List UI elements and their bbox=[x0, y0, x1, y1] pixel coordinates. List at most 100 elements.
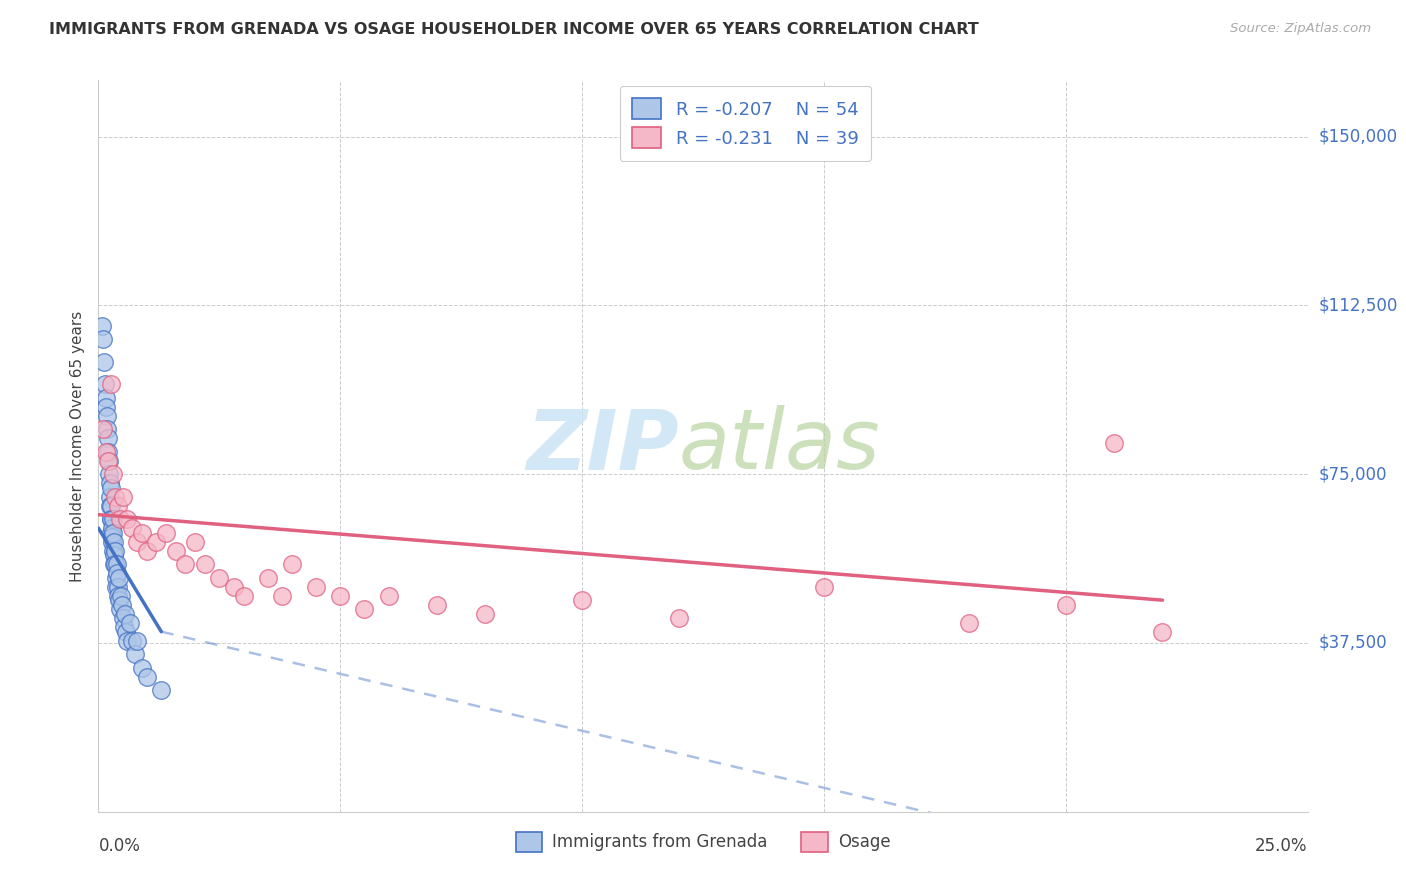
Point bbox=[107, 589, 129, 603]
Point bbox=[100, 512, 122, 526]
Point bbox=[91, 332, 114, 346]
Point bbox=[271, 589, 294, 603]
Point bbox=[94, 377, 117, 392]
Point bbox=[94, 444, 117, 458]
Point bbox=[150, 683, 173, 698]
Point bbox=[101, 543, 124, 558]
Point bbox=[107, 580, 129, 594]
Point bbox=[117, 633, 139, 648]
Point bbox=[329, 589, 352, 603]
Point bbox=[96, 400, 118, 414]
Point bbox=[174, 557, 197, 571]
Text: 25.0%: 25.0% bbox=[1256, 838, 1308, 855]
Point bbox=[117, 512, 139, 526]
Point bbox=[98, 476, 121, 491]
Point bbox=[101, 534, 124, 549]
Point bbox=[108, 593, 131, 607]
Text: 0.0%: 0.0% bbox=[98, 838, 141, 855]
Point bbox=[118, 615, 141, 630]
Point bbox=[111, 490, 134, 504]
Point bbox=[103, 525, 125, 540]
Point bbox=[111, 611, 134, 625]
Text: IMMIGRANTS FROM GRENADA VS OSAGE HOUSEHOLDER INCOME OVER 65 YEARS CORRELATION CH: IMMIGRANTS FROM GRENADA VS OSAGE HOUSEHO… bbox=[49, 22, 979, 37]
Point bbox=[100, 525, 122, 540]
Point bbox=[105, 580, 128, 594]
Point bbox=[100, 499, 122, 513]
Point bbox=[1152, 624, 1174, 639]
Point bbox=[104, 543, 127, 558]
Text: Source: ZipAtlas.com: Source: ZipAtlas.com bbox=[1230, 22, 1371, 36]
Point bbox=[93, 354, 115, 368]
Point bbox=[108, 602, 131, 616]
Point bbox=[94, 391, 117, 405]
Point bbox=[813, 580, 835, 594]
Point bbox=[131, 661, 153, 675]
Point bbox=[232, 589, 254, 603]
Point bbox=[105, 566, 128, 581]
Point bbox=[256, 571, 278, 585]
Point bbox=[114, 607, 136, 621]
Point bbox=[668, 611, 690, 625]
Point bbox=[101, 530, 124, 544]
Point bbox=[91, 422, 114, 436]
Point bbox=[222, 580, 245, 594]
Point bbox=[97, 444, 120, 458]
Point bbox=[101, 512, 124, 526]
Point bbox=[115, 624, 138, 639]
Point bbox=[426, 598, 449, 612]
Point bbox=[135, 543, 157, 558]
Point bbox=[107, 571, 129, 585]
Text: $150,000: $150,000 bbox=[1319, 128, 1398, 145]
Point bbox=[127, 534, 149, 549]
Legend: Immigrants from Grenada, Osage: Immigrants from Grenada, Osage bbox=[509, 826, 897, 858]
Point bbox=[108, 512, 131, 526]
Point bbox=[104, 557, 127, 571]
Point bbox=[121, 633, 143, 648]
Point bbox=[110, 589, 132, 603]
Point bbox=[208, 571, 231, 585]
Point bbox=[135, 670, 157, 684]
Point bbox=[103, 557, 125, 571]
Point bbox=[281, 557, 304, 571]
Point bbox=[353, 602, 375, 616]
Point bbox=[103, 548, 125, 562]
Point bbox=[111, 598, 134, 612]
Point bbox=[100, 377, 122, 392]
Point bbox=[104, 571, 127, 585]
Point bbox=[474, 607, 496, 621]
Point bbox=[1102, 435, 1125, 450]
Text: $37,500: $37,500 bbox=[1319, 634, 1388, 652]
Point bbox=[165, 543, 187, 558]
Point bbox=[124, 647, 146, 661]
Point bbox=[97, 431, 120, 445]
Point bbox=[957, 615, 980, 630]
Point bbox=[98, 467, 121, 482]
Point bbox=[100, 512, 122, 526]
Point bbox=[101, 467, 124, 482]
Point bbox=[121, 521, 143, 535]
Point bbox=[155, 525, 177, 540]
Point bbox=[103, 534, 125, 549]
Text: atlas: atlas bbox=[679, 406, 880, 486]
Point bbox=[97, 453, 120, 467]
Point bbox=[98, 490, 121, 504]
Point bbox=[194, 557, 217, 571]
Text: ZIP: ZIP bbox=[526, 406, 679, 486]
Point bbox=[145, 534, 167, 549]
Point bbox=[105, 557, 128, 571]
Point bbox=[101, 521, 124, 535]
Point bbox=[184, 534, 207, 549]
Point bbox=[1054, 598, 1077, 612]
Point bbox=[377, 589, 399, 603]
Point bbox=[305, 580, 328, 594]
Point bbox=[91, 318, 114, 333]
Point bbox=[571, 593, 593, 607]
Point bbox=[131, 525, 153, 540]
Text: $112,500: $112,500 bbox=[1319, 296, 1398, 314]
Point bbox=[96, 422, 118, 436]
Point bbox=[112, 620, 135, 634]
Point bbox=[97, 453, 120, 467]
Point bbox=[98, 499, 121, 513]
Text: $75,000: $75,000 bbox=[1319, 465, 1388, 483]
Point bbox=[127, 633, 149, 648]
